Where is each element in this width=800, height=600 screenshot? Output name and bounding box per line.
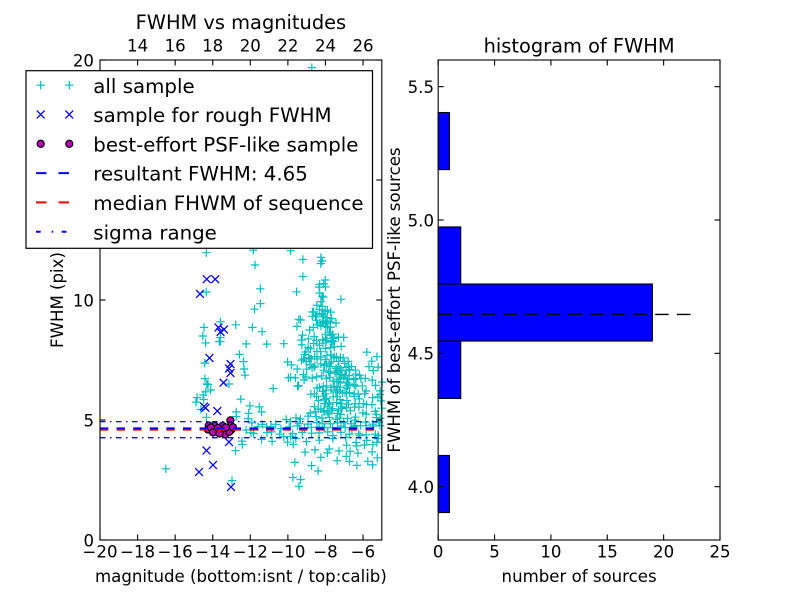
scatter-ylabel: FWHM (pix) xyxy=(48,252,67,348)
y-tick-label: 10 xyxy=(73,291,94,310)
scatter-tick-labels: −20 −18 −16 −14 −12 −10 −8 −6 14 16 18 20 22 24 26 0 5 10… xyxy=(73,36,375,561)
y-tick-label: 4.0 xyxy=(408,478,434,497)
y-tick-label: 4.5 xyxy=(408,345,434,364)
legend: all sample sample for rough FWHM best-effo… xyxy=(25,70,374,249)
legend-label: median FHWM of sequence xyxy=(93,192,363,215)
legend-label: sigma range xyxy=(93,221,217,244)
legend-label: resultant FWHM: 4.65 xyxy=(93,163,308,186)
legend-label: all sample xyxy=(93,75,194,98)
legend-label: sample for rough FWHM xyxy=(93,104,331,127)
x-tick-label: 0 xyxy=(433,543,444,562)
series-x xyxy=(194,274,236,492)
histogram-title: histogram of FWHM xyxy=(484,35,675,58)
legend-circle-icon xyxy=(65,139,74,148)
histogram-axes: 0 5 10 15 20 25 4.0 4.5 5.0 5.5 histogram of FWHM n… xyxy=(385,35,731,587)
top-tick-label: 16 xyxy=(165,36,186,55)
x-tick-label: −6 xyxy=(351,543,375,562)
top-tick-label: 20 xyxy=(240,36,261,55)
scatter-axes: −20 −18 −16 −14 −12 −10 −8 −6 14 16 18 20 22 24 26 0 5 10… xyxy=(25,11,387,586)
top-tick-label: 18 xyxy=(202,36,223,55)
scatter-xlabel: magnitude (bottom:isnt / top:calib) xyxy=(95,567,387,586)
legend-box xyxy=(25,70,374,249)
legend-plus-icon xyxy=(36,81,45,90)
histogram-bar xyxy=(437,283,653,342)
histogram-bar xyxy=(437,454,450,514)
x-tick-label: 20 xyxy=(653,543,674,562)
x-tick-label: −18 xyxy=(120,543,155,562)
x-tick-label: −8 xyxy=(313,543,337,562)
top-tick-label: 14 xyxy=(127,36,148,55)
x-tick-label: −10 xyxy=(270,543,305,562)
x-tick-label: 10 xyxy=(540,543,561,562)
x-tick-label: −16 xyxy=(158,543,193,562)
top-tick-label: 26 xyxy=(352,36,373,55)
histogram-tick-labels: 0 5 10 15 20 25 4.0 4.5 5.0 5.5 xyxy=(408,78,731,562)
top-tick-label: 24 xyxy=(315,36,336,55)
legend-x-icon xyxy=(36,110,46,119)
y-tick-label: 20 xyxy=(73,51,94,70)
x-tick-label: 15 xyxy=(597,543,618,562)
y-tick-label: 5.0 xyxy=(408,211,434,230)
histogram-bar xyxy=(437,111,450,171)
x-tick-label: −14 xyxy=(195,543,230,562)
legend-plus-icon xyxy=(65,81,74,90)
y-tick-label: 0 xyxy=(83,531,94,550)
histogram-bar xyxy=(437,226,462,285)
x-tick-label: −12 xyxy=(233,543,268,562)
histogram-bar xyxy=(437,340,462,399)
psf-sample-marker xyxy=(215,429,224,438)
legend-label: best-effort PSF-like sample xyxy=(93,133,358,156)
rough-sample-markers xyxy=(194,274,236,492)
y-tick-label: 5 xyxy=(83,411,94,430)
y-tick-label: 5.5 xyxy=(408,78,434,97)
top-tick-label: 22 xyxy=(277,36,298,55)
histogram-xlabel: number of sources xyxy=(502,567,657,586)
scatter-title: FWHM vs magnitudes xyxy=(136,11,347,34)
histogram-ticks xyxy=(437,60,721,540)
x-tick-label: −20 xyxy=(82,543,117,562)
x-tick-label: 25 xyxy=(709,543,730,562)
histogram-spines xyxy=(437,59,721,541)
scatter-ticks xyxy=(99,59,382,541)
x-tick-label: 5 xyxy=(489,543,500,562)
histogram-ylabel: FWHM of best-effort PSF-like sources xyxy=(385,147,404,452)
legend-x-icon xyxy=(64,110,74,119)
legend-circle-icon xyxy=(36,139,45,148)
